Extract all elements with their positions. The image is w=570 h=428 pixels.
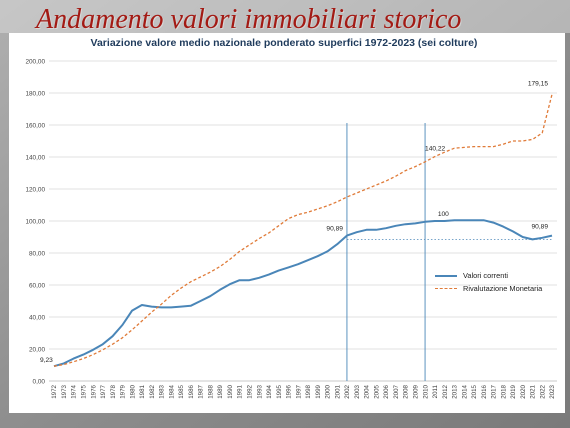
x-tick-label: 2016 — [481, 384, 488, 398]
x-tick-label: 2013 — [452, 384, 459, 398]
x-tick-label: 1993 — [256, 384, 263, 398]
y-tick-label: 80,00 — [29, 251, 45, 258]
x-tick-label: 1999 — [315, 384, 322, 398]
chart-legend: Valori correnti Rivalutazione Monetaria — [435, 269, 542, 295]
y-tick-label: 160,00 — [25, 123, 45, 130]
x-tick-label: 1986 — [188, 384, 195, 398]
x-tick-label: 2011 — [432, 384, 439, 398]
legend-item-revaluation: Rivalutazione Monetaria — [435, 282, 542, 295]
x-tick-label: 1988 — [207, 384, 214, 398]
x-tick-label: 1989 — [217, 384, 224, 398]
y-tick-label: 180,00 — [25, 91, 45, 98]
legend-swatch-solid — [435, 274, 457, 277]
x-tick-label: 1987 — [198, 384, 205, 398]
legend-swatch-dashed — [435, 288, 457, 289]
data-label: 9,23 — [40, 357, 53, 364]
x-tick-label: 2005 — [373, 384, 380, 398]
x-tick-label: 1997 — [295, 384, 302, 398]
x-tick-label: 2003 — [354, 384, 361, 398]
data-label: 90,89 — [326, 226, 343, 233]
x-tick-label: 1983 — [159, 384, 166, 398]
x-tick-label: 1981 — [139, 384, 146, 398]
data-label: 140,22 — [425, 146, 446, 153]
x-tick-label: 2000 — [325, 384, 332, 398]
y-tick-label: 0,00 — [33, 379, 46, 386]
x-tick-label: 2006 — [383, 384, 390, 398]
x-tick-label: 1995 — [276, 384, 283, 398]
data-label: 90,89 — [531, 224, 548, 231]
x-tick-label: 2021 — [530, 384, 537, 398]
y-tick-label: 60,00 — [29, 283, 45, 290]
x-tick-label: 2014 — [461, 384, 468, 398]
x-tick-label: 1977 — [100, 384, 107, 398]
x-tick-label: 2004 — [364, 384, 371, 398]
y-tick-label: 20,00 — [29, 347, 45, 354]
x-tick-label: 1974 — [71, 384, 78, 398]
x-tick-label: 1976 — [90, 384, 97, 398]
x-tick-label: 1979 — [120, 384, 127, 398]
x-tick-label: 2002 — [344, 384, 351, 398]
x-tick-label: 2015 — [471, 384, 478, 398]
y-tick-label: 100,00 — [25, 219, 45, 226]
y-tick-label: 40,00 — [29, 315, 45, 322]
x-tick-label: 2018 — [500, 384, 507, 398]
x-tick-label: 1984 — [168, 384, 175, 398]
slide-title: Andamento valori immobiliari storico — [36, 4, 462, 35]
series-line-valori-correnti — [53, 219, 553, 368]
x-tick-label: 2020 — [520, 384, 527, 398]
x-tick-label: 2008 — [403, 384, 410, 398]
x-tick-label: 1991 — [237, 384, 244, 398]
x-tick-label: 2017 — [491, 384, 498, 398]
x-tick-label: 2022 — [539, 384, 546, 398]
line-chart: 0,00 20,00 40,00 60,00 80,00 100,00 120,00 140,… — [25, 59, 557, 399]
x-tick-label: 2010 — [422, 384, 429, 398]
x-tick-label: 1996 — [286, 384, 293, 398]
x-tick-label: 1998 — [305, 384, 312, 398]
x-tick-label: 1992 — [246, 384, 253, 398]
x-tick-label: 1994 — [266, 384, 273, 398]
x-tick-label: 2001 — [334, 384, 341, 398]
legend-label: Valori correnti — [463, 271, 509, 280]
y-tick-label: 140,00 — [25, 155, 45, 162]
x-tick-label: 1975 — [80, 384, 87, 398]
x-tick-label: 2023 — [549, 384, 556, 398]
x-tick-label: 1973 — [61, 384, 68, 398]
x-tick-label: 1982 — [149, 384, 156, 398]
chart-panel: 0,00 20,00 40,00 60,00 80,00 100,00 120,00 140,… — [9, 33, 565, 413]
x-tick-label: 2007 — [393, 384, 400, 398]
x-tick-label: 2012 — [442, 384, 449, 398]
y-tick-label: 200,00 — [25, 59, 45, 66]
series-line-rivalutazione — [53, 94, 553, 367]
x-tick-label: 1990 — [227, 384, 234, 398]
y-tick-label: 120,00 — [25, 187, 45, 194]
data-label: 100 — [438, 211, 449, 218]
x-tick-label: 1980 — [129, 384, 136, 398]
x-tick-label: 1985 — [178, 384, 185, 398]
x-tick-label: 2019 — [510, 384, 517, 398]
legend-item-current: Valori correnti — [435, 269, 542, 282]
x-tick-label: 2009 — [412, 384, 419, 398]
x-tick-label: 1972 — [51, 384, 58, 398]
chart-title: Variazione valore medio nazionale ponder… — [90, 37, 478, 49]
data-label: 179,15 — [528, 80, 549, 87]
legend-label: Rivalutazione Monetaria — [463, 284, 543, 293]
x-tick-label: 1978 — [110, 384, 117, 398]
